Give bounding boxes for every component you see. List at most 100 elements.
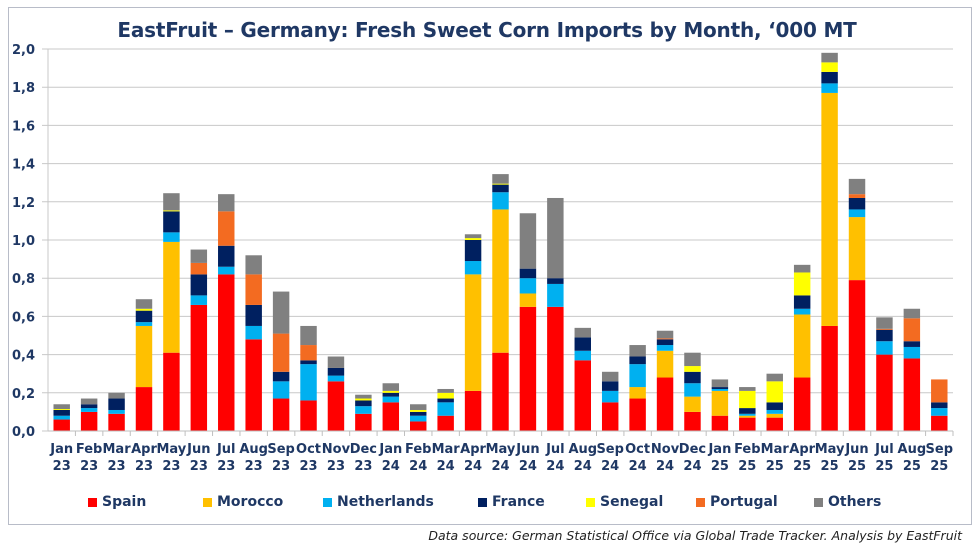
y-axis: 0,0 0,2 0,4 0,6 0,8 1,0 1,2 1,4 1,6 1,8 2,0 [12, 43, 49, 440]
bar-segment-senegal [766, 381, 783, 403]
y-tick-label: 0,6 [12, 310, 35, 325]
bar-segment-spain [410, 421, 427, 431]
x-tick-label-year: 23 [190, 459, 208, 474]
y-tick-label: 1,4 [12, 158, 35, 173]
x-tick-label-year: 23 [162, 459, 180, 474]
x-tick-label-month: Jun [844, 442, 868, 457]
x-tick-label-month: Oct [625, 442, 650, 457]
bar-segment-france [793, 295, 811, 309]
bar-segment-senegal [739, 390, 756, 409]
bar-segment-portugal [245, 274, 262, 305]
bar-segment-morocco [519, 293, 537, 307]
bar-segment-spain [80, 411, 98, 431]
legend-label: Others [828, 494, 882, 510]
y-tick-label: 1,8 [12, 81, 35, 96]
x-tick-label-year: 23 [245, 459, 263, 474]
legend-swatch [696, 497, 705, 507]
bar-segment-netherlands [574, 350, 591, 361]
x-tick-label-year: 25 [821, 459, 839, 474]
bar-segment-france [80, 404, 98, 409]
x-tick-label-year: 24 [437, 459, 455, 474]
x-tick-label-month: Jan [707, 442, 731, 457]
bar-segment-morocco [848, 217, 866, 281]
bar-segment-netherlands [492, 192, 509, 210]
x-tick-label-year: 24 [464, 459, 482, 474]
x-tick-label-month: May [486, 442, 516, 457]
bar-segment-spain [876, 354, 893, 431]
x-tick-label-month: Jun [186, 442, 210, 457]
bar-segment-portugal [272, 333, 290, 372]
legend-item-spain: Spain [88, 494, 203, 510]
bar-segment-netherlands [547, 283, 564, 307]
bar-segment-netherlands [300, 364, 317, 401]
legend-item-netherlands: Netherlands [323, 494, 478, 510]
bar-segment-others [601, 371, 619, 382]
bar-segment-portugal [848, 194, 866, 198]
bar-segment-france [547, 278, 564, 284]
bar-segment-netherlands [245, 325, 262, 340]
bar-segment-france [355, 400, 372, 407]
bar-segment-france [931, 402, 948, 409]
bar-segment-netherlands [410, 415, 427, 422]
bar-segment-netherlands [629, 364, 646, 388]
bar-segment-netherlands [190, 295, 208, 305]
bar-segment-others [684, 352, 701, 367]
bar-segment-netherlands [601, 390, 619, 403]
bar-segment-morocco [163, 241, 180, 353]
bar-segment-senegal [464, 238, 482, 240]
bar-segment-portugal [656, 338, 674, 340]
bar-segment-spain [684, 411, 701, 431]
legend-item-france: France [478, 494, 586, 510]
bar-segment-spain [135, 387, 153, 431]
bar-segment-others [629, 345, 646, 357]
bar-segment-others [464, 234, 482, 239]
x-tick-label-year: 24 [574, 459, 592, 474]
bar-segment-netherlands [218, 266, 235, 275]
bar-segment-france [848, 197, 866, 210]
bar-segment-others [135, 299, 153, 309]
bar-segment-netherlands [656, 345, 674, 351]
bar-segment-spain [218, 274, 235, 431]
bar-segment-netherlands [437, 402, 454, 416]
legend-label: Senegal [600, 494, 664, 510]
bar-segment-netherlands [355, 406, 372, 414]
bar-segment-spain [437, 415, 454, 431]
bar-segment-senegal [437, 392, 454, 399]
bar-segment-netherlands [684, 383, 701, 397]
bar-segment-spain [766, 417, 783, 431]
bar-segment-france [437, 398, 454, 403]
bar-segment-france [766, 402, 783, 410]
bar-segment-spain [190, 304, 208, 431]
bar-segment-france [821, 71, 838, 84]
bar-segment-morocco [711, 390, 729, 416]
x-tick-label-month: Mar [102, 442, 131, 457]
x-tick-label-month: May [815, 442, 845, 457]
x-tick-label-year: 23 [80, 459, 98, 474]
x-tick-label-year: 23 [53, 459, 71, 474]
bar-segment-morocco [766, 413, 783, 418]
bar-segment-spain [793, 377, 811, 431]
x-tick-label-year: 25 [766, 459, 784, 474]
x-tick-label-year: 23 [217, 459, 235, 474]
bar-segment-others [519, 213, 537, 269]
bar-segment-france [53, 409, 70, 416]
bar-segment-spain [245, 339, 262, 431]
legend-swatch [323, 497, 332, 507]
y-tick-label: 0,8 [12, 272, 35, 287]
bar-segment-netherlands [903, 346, 921, 359]
x-tick-label-month: Nov [322, 442, 351, 457]
bar-segment-others [711, 379, 729, 388]
x-tick-label-year: 24 [382, 459, 400, 474]
bar-segment-spain [821, 325, 838, 431]
x-tick-label-month: Oct [296, 442, 321, 457]
bar-segment-others [108, 392, 125, 399]
bar-segment-france [574, 337, 591, 351]
bar-segment-spain [300, 400, 317, 431]
bar-segment-senegal [684, 366, 701, 372]
bar-segment-spain [108, 413, 125, 431]
x-tick-label-year: 23 [354, 459, 372, 474]
bar-segment-spain [574, 360, 591, 431]
x-tick-label-year: 24 [629, 459, 647, 474]
bars [53, 52, 948, 431]
